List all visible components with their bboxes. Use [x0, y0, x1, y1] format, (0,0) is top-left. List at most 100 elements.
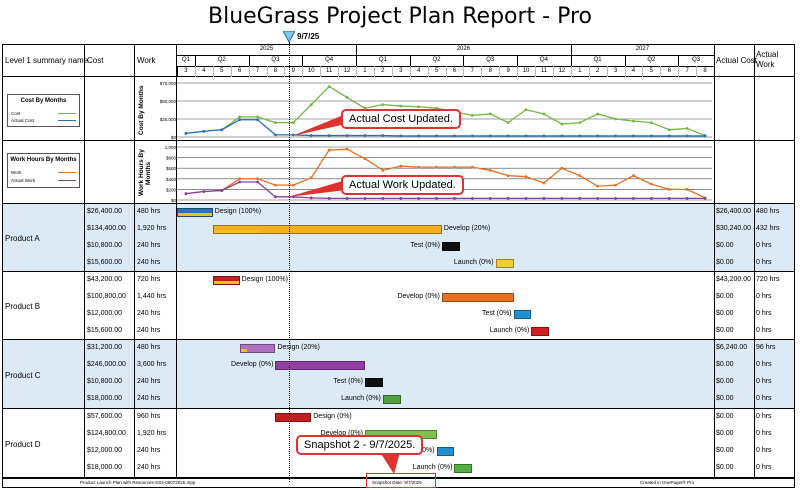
cost-by-months-chart: $75,000 $50,000 $25,000 $0 — [160, 81, 712, 140]
task-bar[interactable] — [495, 259, 514, 268]
task-actual-work: 0 hrs — [756, 378, 772, 385]
y-tick-label: $75,000 — [160, 81, 177, 86]
actual_cost-point — [435, 134, 438, 138]
actual_work-point — [667, 197, 671, 200]
actual_work-point — [649, 197, 653, 200]
cost-point — [488, 112, 492, 116]
actual-work-legend-swatch — [58, 180, 76, 181]
y-tick-label: $400 — [166, 177, 177, 182]
task-bar[interactable] — [441, 293, 514, 302]
task-cost: $15,600.00 — [87, 259, 123, 266]
month-label: 12 — [343, 68, 351, 74]
task-actual-work: 0 hrs — [756, 293, 772, 300]
work-point — [667, 188, 671, 191]
today-label: 9/7/25 — [297, 32, 320, 41]
actual_cost-point — [202, 129, 206, 133]
task-bar[interactable] — [212, 225, 442, 234]
task-actual-work: 0 hrs — [756, 447, 772, 454]
snapshot-callout-pointer-icon — [380, 452, 400, 474]
actual_cost-point — [274, 133, 277, 137]
cost-point — [309, 103, 313, 106]
actual_cost-point — [524, 134, 528, 138]
cost-point — [291, 121, 295, 124]
task-actual-cost: $0.00 — [716, 293, 734, 300]
y-tick-label: $50,000 — [160, 99, 177, 104]
task-bar[interactable] — [382, 395, 401, 404]
month-label: 3 — [184, 68, 188, 74]
task-bar[interactable] — [441, 242, 460, 251]
task-work: 240 hrs — [137, 395, 161, 402]
cost-chart-side-label: Cost By Months — [138, 85, 145, 135]
task-bar[interactable] — [212, 276, 240, 285]
actual_cost-point — [220, 128, 224, 132]
quarter-label: Q4 — [325, 57, 334, 63]
snapshot-date-highlight — [366, 473, 436, 488]
task-actual-cost: $0.00 — [716, 378, 734, 385]
work-legend-swatch — [58, 172, 76, 173]
task-label: Design (100%) — [241, 276, 288, 283]
task-bar[interactable] — [275, 413, 312, 422]
actual_work-point — [560, 197, 564, 200]
actual_cost-point — [542, 134, 546, 138]
task-bar[interactable] — [177, 208, 213, 217]
cost-legend: Cost By Months Cost Actual Cost — [7, 94, 80, 127]
quarter-label: Q2 — [217, 57, 226, 63]
task-bar[interactable] — [436, 447, 455, 456]
actual_work-point — [399, 197, 403, 200]
task-actual-work: 0 hrs — [756, 464, 772, 471]
month-label: 6 — [237, 68, 242, 74]
actual_work-point — [381, 197, 385, 200]
cost-point — [649, 121, 653, 124]
month-label: 2 — [381, 68, 385, 74]
actual-cost-legend-swatch — [58, 120, 76, 121]
column-summary-name: Level 1 summary name — [5, 56, 89, 65]
month-label: 5 — [434, 68, 439, 74]
cost-point — [685, 126, 689, 130]
task-actual-cost: $0.00 — [716, 430, 734, 437]
task-work: 3,600 hrs — [137, 361, 167, 368]
task-label: Launch (0%) — [341, 395, 381, 402]
task-bar[interactable] — [364, 378, 383, 387]
task-actual-cost: $0.00 — [716, 310, 734, 317]
task-cost: $15,600.00 — [87, 327, 123, 334]
year-label: 2026 — [456, 46, 471, 52]
task-work: 240 hrs — [137, 242, 161, 249]
actual_work-point — [578, 197, 582, 200]
y-tick-label: $600 — [166, 166, 177, 171]
work-point — [238, 177, 242, 181]
actual_cost-point — [453, 134, 456, 138]
month-label: 11 — [326, 68, 333, 74]
task-cost: $10,800.00 — [87, 242, 123, 249]
task-actual-work: 0 hrs — [756, 395, 772, 402]
task-cost: $57,600.00 — [87, 413, 123, 420]
work-point — [417, 165, 421, 169]
year-label: 2025 — [259, 46, 274, 52]
work-point — [578, 174, 582, 178]
task-bar[interactable] — [531, 327, 550, 336]
task-bar[interactable] — [513, 310, 532, 319]
task-bar[interactable] — [275, 361, 365, 370]
actual_work-point — [542, 197, 546, 200]
snapshot-callout: Snapshot 2 - 9/7/2025. — [296, 435, 424, 455]
task-actual-work: 480 hrs — [756, 208, 780, 215]
actual_work-point — [470, 197, 474, 200]
column-work: Work — [137, 56, 156, 65]
task-actual-cost: $0.00 — [716, 395, 734, 402]
actual_work-point — [220, 189, 224, 192]
task-label: Design (20%) — [277, 344, 320, 351]
actual_work-point — [453, 197, 456, 200]
task-bar[interactable] — [239, 344, 276, 353]
actual_work-point — [435, 197, 438, 200]
column-actual-cost: Actual Cost — [716, 56, 757, 65]
actual_cost-point — [632, 134, 635, 138]
actual_cost-point — [399, 134, 403, 138]
task-bar[interactable] — [454, 464, 473, 473]
month-label: 8 — [488, 68, 492, 74]
cost-point — [363, 106, 367, 110]
task-cost: $246,000.00 — [87, 361, 126, 368]
work-legend: Work Hours By Months Work Actual Work — [7, 153, 80, 188]
y-tick-label: $0 — [171, 198, 177, 203]
work-point — [274, 183, 277, 187]
actual_cost-point — [703, 134, 707, 138]
task-cost: $43,200.00 — [87, 276, 123, 283]
